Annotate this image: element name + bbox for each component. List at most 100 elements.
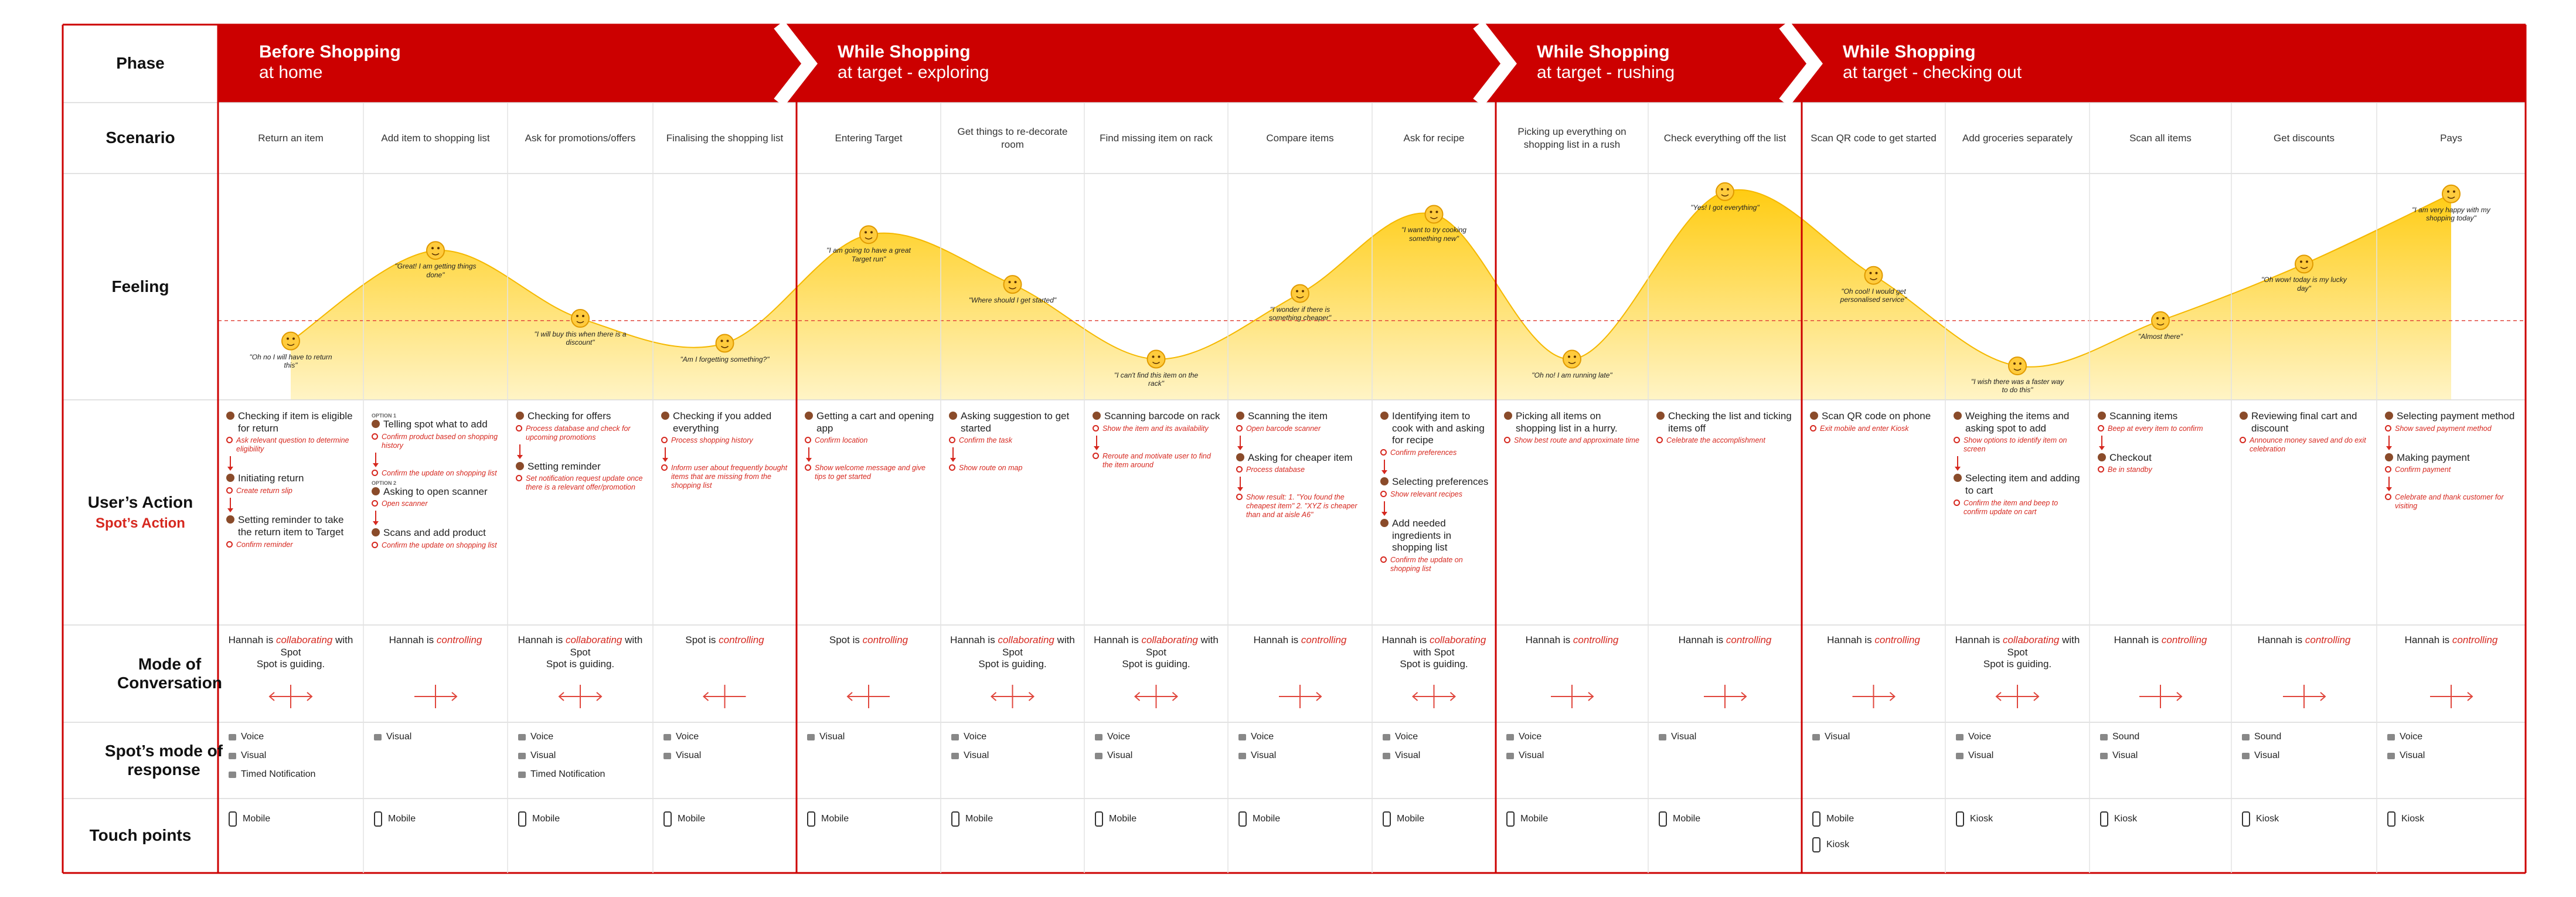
mode-prefix: Hannah is	[1253, 634, 1299, 645]
feeling-quote: "I am very happy with my shopping today"	[2412, 205, 2490, 223]
response-item: Visual	[1956, 750, 2086, 761]
user-action-text: Making payment	[2397, 451, 2470, 463]
mode-prefix: Hannah is	[1827, 634, 1872, 645]
emoji-eye	[1869, 271, 1872, 274]
response-item: Visual	[807, 732, 937, 742]
response-text: Timed Notification	[530, 769, 605, 779]
user-avatar	[226, 412, 234, 420]
phase-subtitle: at home	[259, 62, 323, 82]
emoji-eye	[1158, 355, 1161, 358]
mode-prefix: Spot is	[685, 634, 716, 645]
emoji-eye	[1721, 188, 1723, 191]
touchpoint-text: Mobile	[1397, 814, 1425, 824]
mode-prefix: Hannah is	[518, 634, 563, 645]
spot-action: Set notification request update once the…	[516, 474, 647, 492]
response-icon	[2242, 752, 2250, 759]
user-action-text: Asking suggestion to get started	[961, 410, 1070, 434]
touchpoint-text: Mobile	[388, 814, 416, 824]
response-item: Voice	[1095, 732, 1224, 742]
spot-action-text: Process database	[1246, 466, 1305, 474]
spot-icon	[372, 469, 378, 476]
response-item: Visual	[2100, 750, 2228, 761]
spot-action-text: Open barcode scanner	[1246, 424, 1321, 433]
spot-icon	[1954, 437, 1960, 444]
user-avatar	[1236, 412, 1244, 420]
touchpoint: Mobile	[518, 811, 649, 827]
response-item: Sound	[2100, 732, 2228, 742]
mode-text: Hannah is collaborating with Spot Spot i…	[225, 634, 356, 671]
response-item: Voice	[1506, 732, 1645, 742]
response-icon	[1095, 733, 1102, 740]
emoji-mouth	[2156, 323, 2165, 326]
mode-name: controlling	[1874, 634, 1920, 645]
feeling-quote: "Oh wow! today is my lucky day"	[2261, 276, 2347, 293]
spot-action: Reroute and motivate user to find the it…	[1093, 452, 1222, 470]
touchpoint: Mobile	[1238, 811, 1369, 827]
mode-text: Hannah is controlling	[1235, 634, 1365, 647]
spot-icon	[1380, 449, 1387, 456]
mode-arrowhead	[268, 692, 275, 701]
feeling-quote: "I can't find this item on the rack"	[1114, 371, 1199, 388]
emoji-eye	[2306, 260, 2308, 263]
action-cell: Getting a cart and opening app Confirm lo…	[805, 410, 935, 483]
mode-name: collaborating	[275, 634, 333, 645]
phase-subtitle: at target - rushing	[1537, 62, 1675, 82]
mode-arrowhead	[1172, 692, 1179, 701]
emoji-mouth	[1568, 361, 1576, 364]
response-text: Visual	[1825, 732, 1850, 742]
spot-action-text: Confirm payment	[2395, 466, 2451, 474]
user-action: Scan QR code on phone	[1810, 410, 1939, 423]
spot-action: Confirm the update on shopping list	[372, 469, 502, 478]
phase-title: While Shopping	[1843, 42, 1976, 62]
response-icon	[1956, 733, 1964, 740]
user-action: Checking if item is eligible for return	[226, 410, 358, 434]
scenario: Check everything off the list	[1663, 132, 1786, 144]
flow-arrow	[1955, 456, 1961, 471]
action-cell: Reviewing final cart and discount Announc…	[2240, 410, 2371, 455]
touchpoint: Mobile	[663, 811, 793, 827]
response-text: Visual	[1968, 750, 1994, 760]
response-item: Visual	[663, 750, 793, 761]
response-text: Visual	[2254, 750, 2280, 760]
spot-icon	[226, 541, 233, 548]
response-icon	[807, 733, 815, 740]
touchpoint-cell: Mobile	[1095, 811, 1224, 837]
mode-arrowhead	[1741, 692, 1747, 701]
user-avatar	[1236, 453, 1244, 461]
response-item: Visual	[1659, 732, 1798, 742]
spot-icon	[226, 487, 233, 494]
touchpoint-text: Kiosk	[1826, 840, 1850, 850]
response-icon	[2387, 752, 2395, 759]
response-cell: Voice Visual	[1506, 732, 1645, 769]
response-text: Visual	[676, 750, 702, 760]
spot-icon	[1810, 424, 1816, 431]
mode-name: collaborating	[1141, 634, 1198, 645]
spot-action-text: Ask relevant question to determine eligi…	[236, 436, 349, 454]
spot-action-text: Reroute and motivate user to find the it…	[1102, 451, 1211, 469]
touchpoint-text: Kiosk	[2114, 814, 2138, 824]
touchpoint-cell: Kiosk	[2242, 811, 2373, 837]
feeling-emoji	[1563, 349, 1581, 369]
user-action: Checking if you added everything	[661, 410, 791, 434]
flow-arrow	[662, 447, 668, 463]
emoji-eye	[1574, 355, 1576, 358]
response-item: Visual	[2387, 750, 2522, 761]
spot-action-text: Inform user about frequently bought item…	[671, 464, 788, 490]
spot-action: Confirm the task	[949, 436, 1078, 445]
response-item: Voice	[2387, 732, 2522, 742]
mode-note: Spot is guiding.	[1400, 658, 1468, 670]
user-action-text: Setting reminder	[528, 460, 601, 472]
spot-action: Open barcode scanner	[1236, 424, 1366, 433]
feeling-emoji	[281, 331, 300, 351]
response-text: Voice	[676, 732, 699, 742]
response-text: Visual	[964, 750, 989, 760]
response-icon	[229, 733, 236, 740]
action-cell: Picking all items on shopping list in a …	[1504, 410, 1642, 446]
emoji-mouth	[865, 237, 873, 240]
response-icon	[1383, 733, 1390, 740]
response-cell: Voice Visual	[1095, 732, 1224, 769]
spot-action: Create return slip	[226, 487, 358, 495]
spot-icon	[1093, 424, 1099, 431]
spot-action-text: Process shopping history	[671, 436, 753, 445]
spot-icon	[1954, 499, 1960, 506]
